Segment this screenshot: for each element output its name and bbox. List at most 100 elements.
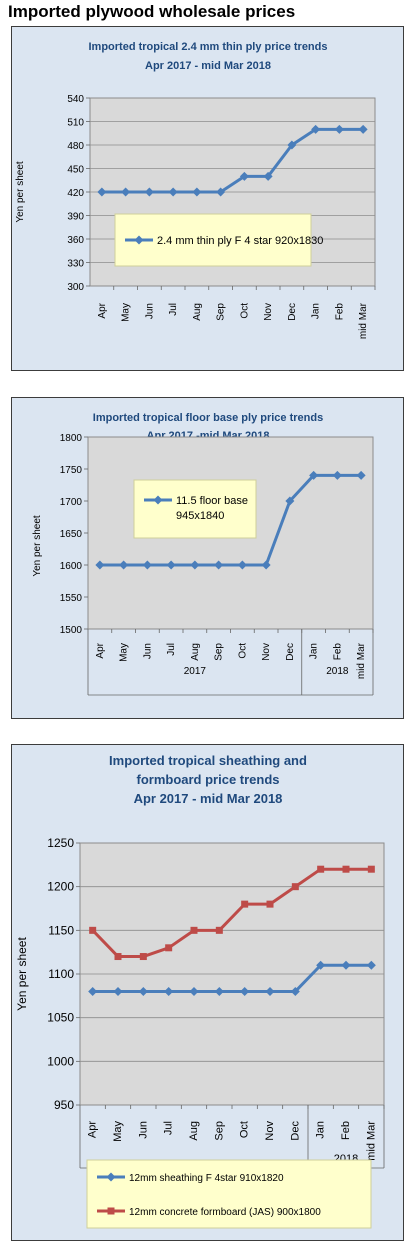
chart-title-line: Apr 2017 - mid Mar 2018	[145, 60, 271, 72]
chart-title-line: Imported tropical floor base ply price t…	[93, 412, 323, 424]
data-point	[144, 187, 154, 197]
y-tick-label: 540	[67, 94, 84, 105]
y-tick-label: 420	[67, 188, 84, 199]
data-point	[240, 986, 250, 996]
data-point	[97, 187, 107, 197]
data-point	[239, 171, 249, 181]
data-point	[356, 470, 366, 480]
data-point	[190, 560, 200, 570]
data-point	[341, 960, 351, 970]
data-point	[261, 560, 271, 570]
chart-thin-ply: Imported tropical 2.4 mm thin ply price …	[15, 41, 376, 339]
series-line	[91, 867, 372, 959]
y-tick-label: 1550	[60, 593, 83, 604]
legend-label: 2.4 mm thin ply F 4 star 920x1830	[157, 235, 323, 247]
x-tick-label: May	[112, 1121, 124, 1142]
x-tick-label: Nov	[261, 643, 272, 661]
y-tick-label: 1250	[47, 836, 74, 850]
y-tick-label: 450	[67, 165, 84, 176]
data-point	[311, 124, 321, 134]
chart-title-line: Imported tropical sheathing and	[109, 753, 307, 768]
y-axis-label: Yen per sheet	[32, 515, 43, 577]
y-axis-label: Yen per sheet	[15, 161, 26, 223]
x-tick-label: Aug	[190, 643, 201, 661]
y-axis-label: Yen per sheet	[15, 937, 29, 1011]
y-tick-label: 330	[67, 259, 84, 270]
y-tick-label: 1800	[60, 433, 83, 444]
chart-panel-floor-base: Imported tropical floor base ply price t…	[11, 397, 404, 719]
x-tick-label: Dec	[287, 303, 298, 321]
data-point	[168, 187, 178, 197]
data-point	[367, 865, 375, 873]
data-point	[113, 986, 123, 996]
data-point	[334, 124, 344, 134]
y-tick-label: 1750	[60, 465, 83, 476]
y-tick-label: 1200	[47, 880, 74, 894]
x-tick-label: Sep	[216, 303, 227, 321]
legend-swatch-marker	[106, 1172, 116, 1182]
x-tick-label: Feb	[340, 1121, 352, 1140]
data-point	[88, 986, 98, 996]
data-point	[189, 986, 199, 996]
chart-title-line: Imported tropical 2.4 mm thin ply price …	[89, 41, 328, 53]
y-tick-label: 950	[54, 1098, 74, 1112]
x-tick-label: Nov	[264, 1121, 276, 1141]
y-tick-label: 1700	[60, 497, 83, 508]
data-point	[309, 470, 319, 480]
x-tick-label: Sep	[214, 643, 225, 661]
x-tick-label: Apr	[87, 1121, 99, 1138]
x-tick-label: Apr	[95, 642, 106, 658]
data-point	[192, 187, 202, 197]
legend-swatch-marker	[153, 495, 163, 505]
data-point	[332, 470, 342, 480]
data-point	[190, 926, 198, 934]
data-point	[166, 560, 176, 570]
chart-sheathing-formboard: Imported tropical sheathing and formboard…	[15, 753, 385, 1229]
chart-panel-thin-ply: Imported tropical 2.4 mm thin ply price …	[11, 26, 404, 371]
data-point	[142, 560, 152, 570]
data-point	[214, 986, 224, 996]
x-tick-label: Feb	[332, 643, 343, 661]
x-tick-label: Dec	[285, 643, 296, 661]
x-tick-label: Jul	[168, 303, 179, 316]
data-point	[317, 865, 325, 873]
x-tick-label: mid Mar	[365, 1121, 377, 1161]
data-point	[316, 960, 326, 970]
y-tick-label: 480	[67, 141, 84, 152]
x-tick-label: Oct	[239, 1121, 251, 1138]
x-tick-label: Jun	[142, 643, 153, 659]
x-tick-label: Dec	[289, 1121, 301, 1141]
data-point	[121, 187, 131, 197]
x-tick-label: Jul	[163, 1121, 175, 1135]
data-point	[165, 944, 173, 952]
legend-swatch-marker	[134, 235, 144, 245]
page-title: Imported plywood wholesale prices	[8, 2, 296, 21]
y-tick-label: 1600	[60, 561, 83, 572]
legend-label: 12mm concrete formboard (JAS) 900x1800	[129, 1207, 321, 1218]
y-tick-label: 360	[67, 235, 84, 246]
y-tick-label: 1100	[48, 967, 74, 981]
data-point	[290, 986, 300, 996]
data-point	[89, 926, 97, 934]
y-tick-label: 1500	[60, 625, 83, 636]
x-tick-label: May	[119, 643, 130, 662]
x-tick-label: mid Mar	[358, 302, 369, 339]
data-point	[95, 560, 105, 570]
chart-floor-base: Imported tropical floor base ply price t…	[32, 412, 374, 696]
x-tick-label: Aug	[188, 1121, 200, 1141]
x-group-label: 2017	[184, 666, 207, 677]
data-point	[285, 496, 295, 506]
legend-box	[133, 479, 257, 539]
y-tick-label: 300	[67, 282, 84, 293]
y-tick-label: 1150	[48, 923, 74, 937]
x-tick-label: Sep	[213, 1121, 225, 1141]
x-tick-label: Oct	[237, 643, 248, 659]
x-tick-label: Jan	[309, 643, 320, 659]
legend-label: 11.5 floor base	[176, 495, 248, 507]
x-tick-label: Oct	[239, 303, 250, 319]
data-point	[241, 900, 249, 908]
x-tick-label: Jan	[311, 303, 322, 319]
x-tick-label: Jan	[315, 1121, 327, 1139]
data-point	[214, 560, 224, 570]
legend-label: 945x1840	[176, 510, 224, 522]
